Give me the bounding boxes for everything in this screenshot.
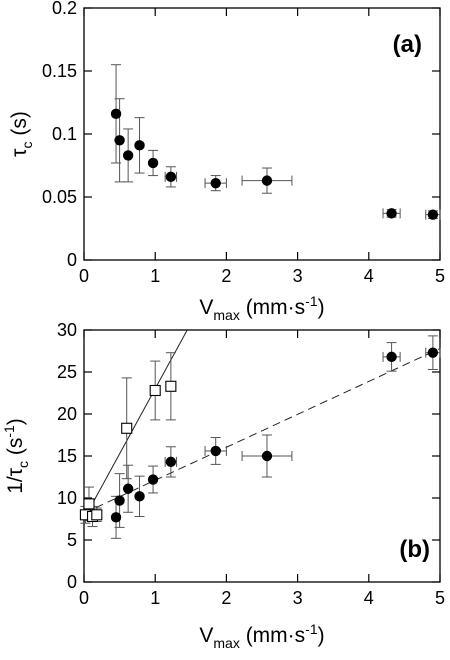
- open-square-point: [121, 422, 133, 434]
- panel-b-ticks: [83, 329, 441, 583]
- filled-circle-point: [261, 450, 273, 462]
- panel-b-fit-lines: [84, 330, 440, 520]
- filled-circle-point: [110, 108, 122, 120]
- y-tick-label: 0.1: [52, 124, 77, 144]
- filled-circle-point: [147, 157, 159, 169]
- filled-circle-point: [261, 175, 273, 186]
- filled-circle-point: [134, 491, 145, 502]
- x-tick-label: 2: [221, 588, 231, 608]
- solid-fit-line: [84, 330, 188, 520]
- filled-circle-point: [386, 208, 397, 219]
- panel-b-tick-labels: 0 1 2 3 4 5 0 5 10 15 20 25 30: [57, 320, 445, 608]
- filled-circle-point: [147, 474, 159, 485]
- filled-circle-point: [165, 171, 177, 183]
- filled-circle-point: [427, 347, 439, 358]
- y-tick-label: 20: [57, 404, 77, 424]
- x-tick-label: 4: [364, 266, 374, 286]
- x-tick-label: 3: [293, 266, 303, 286]
- y-tick-label: 0: [67, 572, 77, 592]
- x-tick-label: 3: [293, 588, 303, 608]
- panel-b-markers: [79, 347, 439, 523]
- y-tick-label: 0: [67, 250, 77, 270]
- x-tick-label: 0: [79, 588, 89, 608]
- filled-circle-point: [134, 140, 145, 151]
- filled-circle-point: [114, 495, 125, 506]
- y-tick-label: 10: [57, 488, 77, 508]
- y-tick-label: 15: [57, 446, 77, 466]
- panel-a-error-bars: [111, 64, 441, 220]
- open-square-point: [91, 509, 103, 521]
- filled-circle-point: [210, 445, 221, 457]
- panel-a-ylabel: τc (s): [8, 111, 35, 157]
- x-tick-label: 1: [150, 266, 160, 286]
- filled-circle-point: [122, 483, 134, 494]
- open-square-point: [165, 380, 177, 392]
- panel-b-ylabel: 1/τc (s-1): [1, 418, 31, 494]
- filled-circle-point: [386, 351, 397, 363]
- panel-b: 0 1 2 3 4 5 0 5 10 15 20 25 30 (b) Vmax (mm·s-1) 1/τ…: [1, 320, 445, 651]
- panel-a-ticks: [83, 7, 441, 261]
- y-tick-label: 5: [67, 530, 77, 550]
- filled-circle-point: [122, 150, 134, 161]
- panel-b-error-bars: [80, 335, 441, 539]
- filled-circle-point: [210, 177, 221, 189]
- panel-a-label: (a): [393, 31, 422, 58]
- filled-circle-point: [427, 209, 439, 220]
- panel-a-tick-labels: 0 1 2 3 4 5 0 0.05 0.1 0.15 0.2: [42, 0, 445, 286]
- y-tick-label: 25: [57, 362, 77, 382]
- x-tick-label: 4: [364, 588, 374, 608]
- x-tick-label: 5: [435, 266, 445, 286]
- dashed-fit-line: [84, 348, 440, 514]
- x-tick-label: 1: [150, 588, 160, 608]
- panel-b-xlabel: Vmax (mm·s-1): [199, 621, 324, 651]
- panel-a-markers: [110, 108, 439, 220]
- panel-b-label: (b): [399, 536, 430, 563]
- filled-circle-point: [114, 135, 125, 146]
- panel-a-xlabel: Vmax (mm·s-1): [199, 293, 324, 323]
- y-tick-label: 30: [57, 320, 77, 340]
- panel-a-frame: [83, 7, 441, 261]
- open-square-point: [83, 498, 95, 510]
- x-tick-label: 5: [435, 588, 445, 608]
- panel-a: 0 1 2 3 4 500.050.10.150.2 (a) Vmax (mm·s-1) …: [8, 0, 445, 323]
- x-tick-label: 2: [221, 266, 231, 286]
- filled-circle-point: [165, 456, 177, 468]
- y-tick-label: 0.15: [42, 61, 77, 81]
- x-tick-label: 0: [79, 266, 89, 286]
- y-tick-label: 0.05: [42, 187, 77, 207]
- filled-circle-point: [110, 512, 122, 523]
- y-tick-label: 0.2: [52, 0, 77, 18]
- open-square-point: [149, 384, 161, 397]
